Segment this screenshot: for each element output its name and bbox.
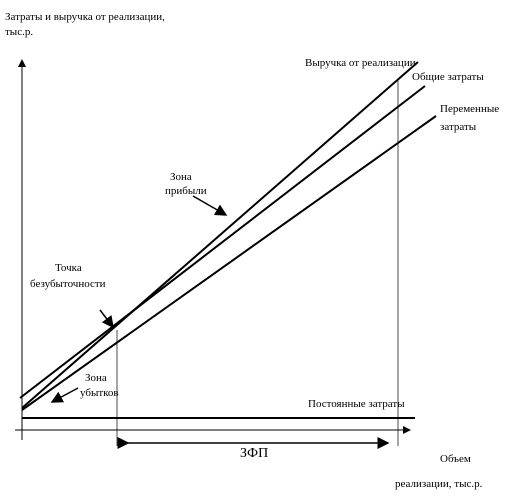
break-even-pointer <box>99 309 114 329</box>
guides <box>116 80 399 446</box>
total-costs-label: Общие затраты <box>412 71 484 83</box>
fixed-costs-label: Постоянные затраты <box>308 398 405 410</box>
break-even-label: Точка <box>55 262 82 274</box>
y-axis-label: тыс.р. <box>5 26 33 38</box>
profit-pointer <box>192 195 228 216</box>
revenue-line <box>21 61 419 409</box>
axes <box>15 59 411 440</box>
x-axis-label: Объем <box>440 453 471 465</box>
total-costs-line <box>19 85 426 399</box>
variable-costs-label: затраты <box>440 121 477 133</box>
lines <box>19 61 437 419</box>
loss-pointer <box>50 387 79 403</box>
safety-margin-label: ЗФП <box>240 446 268 461</box>
profit-zone-label: прибыли <box>165 185 207 197</box>
profit-zone-label: Зона <box>170 171 192 183</box>
x-axis-label: реализации, тыс.р. <box>395 478 483 490</box>
pointers <box>50 195 390 449</box>
revenue-label: Выручка от реализации <box>305 57 416 69</box>
variable-costs-label: Переменные <box>440 103 499 115</box>
loss-zone-label: убытков <box>80 387 119 399</box>
loss-zone-label: Зона <box>85 372 107 384</box>
variable-costs-line <box>21 115 437 411</box>
break-even-label: безубыточности <box>30 278 106 290</box>
y-axis-label: Затраты и выручка от реализации, <box>5 11 165 23</box>
